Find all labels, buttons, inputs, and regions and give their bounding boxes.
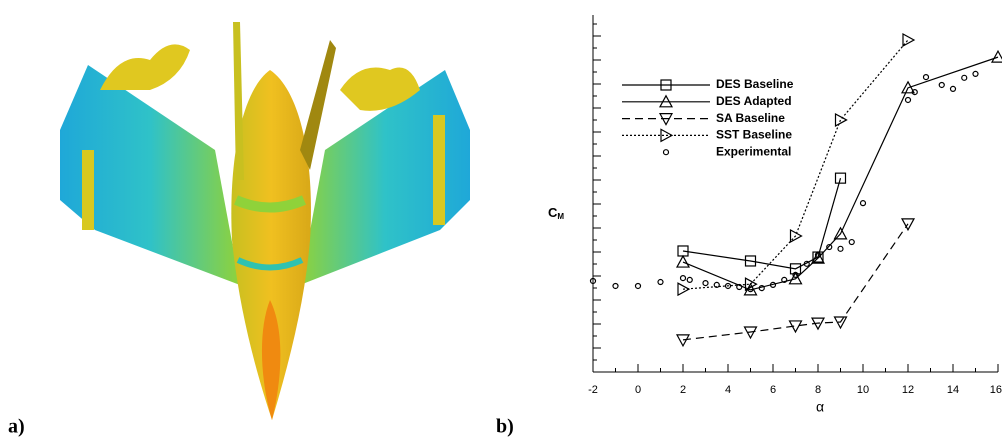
marker <box>677 256 689 267</box>
x-axis-label: α <box>816 399 824 415</box>
marker <box>838 246 843 251</box>
marker <box>861 201 866 206</box>
marker <box>613 283 618 288</box>
page: a) b) α CM -2 0 2 4 6 8 10 12 14 16 DES Baseline DE… <box>0 0 1002 438</box>
legend-label: DES Baseline <box>716 77 794 91</box>
x-tick-label: 16 <box>990 384 1002 396</box>
marker <box>687 277 692 282</box>
marker <box>924 75 929 80</box>
marker <box>906 97 911 102</box>
marker <box>664 150 669 155</box>
marker <box>951 86 956 91</box>
marker <box>703 281 708 286</box>
x-tick-label: 12 <box>902 384 914 396</box>
marker <box>658 280 663 285</box>
marker <box>973 71 978 76</box>
x-tick-label: 4 <box>725 384 731 396</box>
marker <box>962 75 967 80</box>
legend-label: Experimental <box>716 144 791 158</box>
marker <box>939 82 944 87</box>
legend-label: DES Adapted <box>716 94 792 108</box>
marker <box>849 240 854 245</box>
x-tick-label: 6 <box>770 384 776 396</box>
panel-label: a) <box>8 416 25 438</box>
panel-label: b) <box>496 416 514 438</box>
x-tick-label: -2 <box>588 384 598 396</box>
marker <box>992 51 1002 62</box>
x-tick-label: 2 <box>680 384 686 396</box>
x-tick-label: 10 <box>857 384 869 396</box>
aircraft-image <box>60 22 470 420</box>
x-tick-label: 0 <box>635 384 641 396</box>
x-tick-label: 14 <box>947 384 959 396</box>
figure: a) b) α CM -2 0 2 4 6 8 10 12 14 16 DES Baseline DE… <box>0 0 1002 438</box>
x-tick-label: 8 <box>815 384 821 396</box>
legend-label: SA Baseline <box>716 111 785 125</box>
y-axis-label-sub: M <box>557 212 564 221</box>
marker <box>681 276 686 281</box>
legend-label: SST Baseline <box>716 128 792 142</box>
y-axis-label: CM <box>548 205 564 221</box>
marker <box>636 283 641 288</box>
marker <box>836 114 847 126</box>
marker <box>677 335 689 346</box>
